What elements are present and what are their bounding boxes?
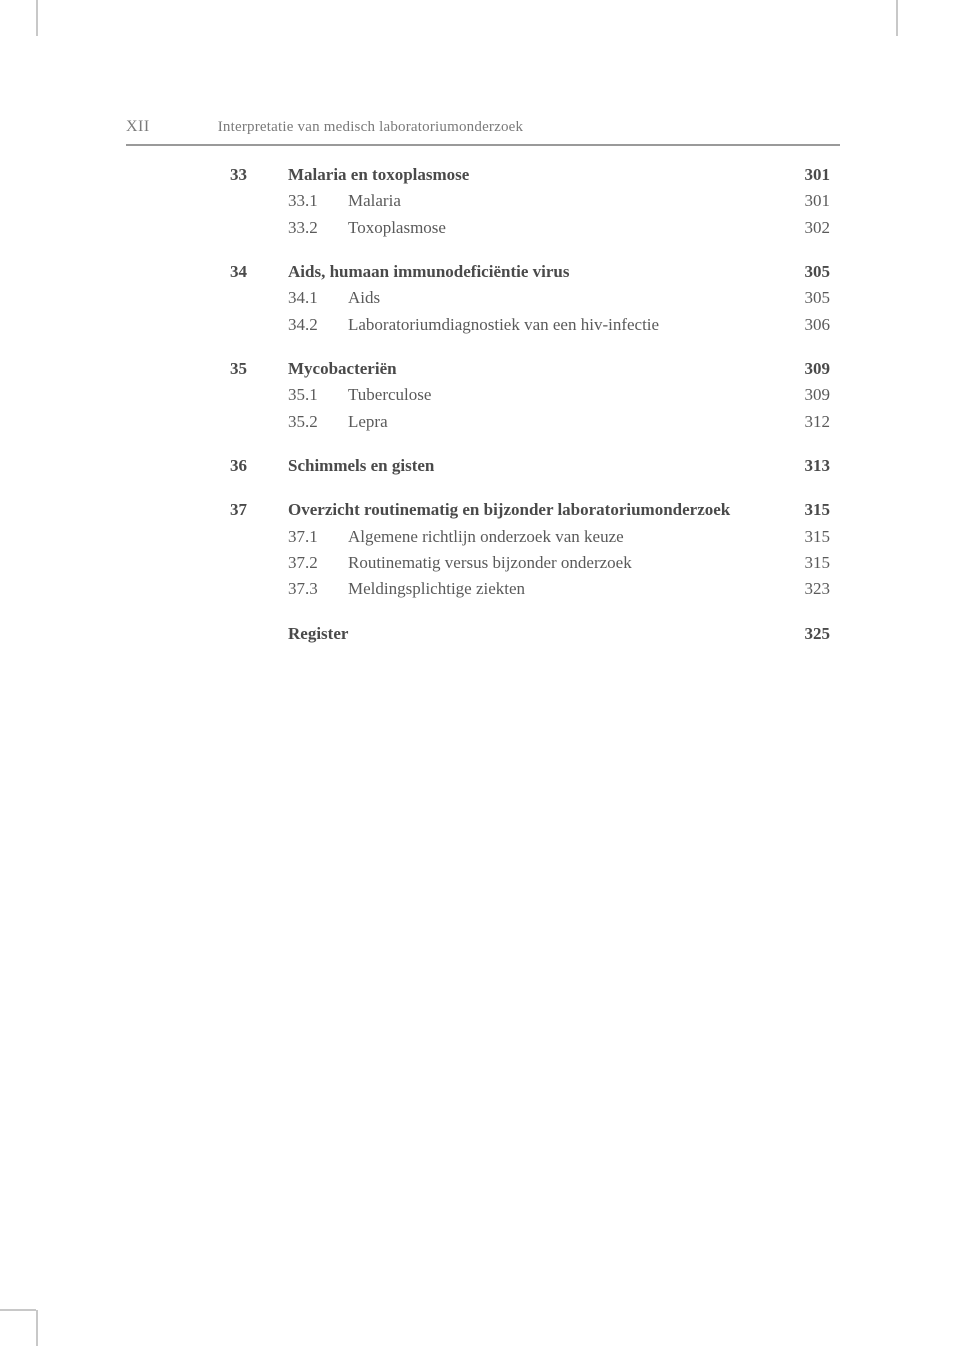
toc-page: 302 [780,215,830,241]
toc-title: Routinematig versus bijzonder onderzoek [348,550,780,576]
toc-title: Overzicht routinematig en bijzonder labo… [288,497,780,523]
toc-chapter-row: Register325 [230,621,830,647]
toc-section-number: 33.2 [288,215,348,241]
toc-page: 309 [780,382,830,408]
toc-section-row: 37.3Meldingsplichtige ziekten323 [230,576,830,602]
toc-title: Aids [348,285,780,311]
toc-page: 325 [780,621,830,647]
toc-title: Laboratoriumdiagnostiek van een hiv-infe… [348,312,780,338]
toc-section-row: 35.1Tuberculose309 [230,382,830,408]
toc-section-row: 35.2Lepra312 [230,409,830,435]
toc-chapter-row: 33Malaria en toxoplasmose301 [230,162,830,188]
toc-chapter-number: 33 [230,162,288,188]
toc-section-row: 34.2Laboratoriumdiagnostiek van een hiv-… [230,312,830,338]
toc-title: Meldingsplichtige ziekten [348,576,780,602]
page-header: XII Interpretatie van medisch laboratori… [126,118,840,146]
toc-page: 305 [780,259,830,285]
toc-chapter-row: 34Aids, humaan immunodeficiëntie virus30… [230,259,830,285]
toc-title: Toxoplasmose [348,215,780,241]
toc-chapter-number: 35 [230,356,288,382]
toc-page: 306 [780,312,830,338]
toc-title: Schimmels en gisten [288,453,780,479]
toc-chapter-number: 37 [230,497,288,523]
crop-mark [896,0,898,36]
toc-section-row: 33.1Malaria301 [230,188,830,214]
toc-page: 301 [780,188,830,214]
toc-page: 312 [780,409,830,435]
toc-section-number: 37.1 [288,524,348,550]
toc-section-number: 33.1 [288,188,348,214]
toc-page: 315 [780,524,830,550]
toc-section-number: 37.3 [288,576,348,602]
toc-page: 309 [780,356,830,382]
toc-page: 305 [780,285,830,311]
toc-section-number: 35.2 [288,409,348,435]
toc-section-row: 33.2Toxoplasmose302 [230,215,830,241]
toc-page: 313 [780,453,830,479]
crop-mark [36,0,38,36]
toc-chapter-number: 34 [230,259,288,285]
toc-section-number: 35.1 [288,382,348,408]
toc-title: Aids, humaan immunodeficiëntie virus [288,259,780,285]
crop-mark [0,1309,36,1311]
toc-chapter-row: 35Mycobacteriën309 [230,356,830,382]
toc-title: Malaria en toxoplasmose [288,162,780,188]
book-title: Interpretatie van medisch laboratoriumon… [218,119,524,136]
toc-title: Malaria [348,188,780,214]
crop-mark [36,1310,38,1346]
toc-title: Lepra [348,409,780,435]
toc-title: Algemene richtlijn onderzoek van keuze [348,524,780,550]
toc-title: Tuberculose [348,382,780,408]
toc-section-number: 37.2 [288,550,348,576]
toc-section-number: 34.1 [288,285,348,311]
toc-section-row: 37.2Routinematig versus bijzonder onderz… [230,550,830,576]
table-of-contents: 33Malaria en toxoplasmose30133.1Malaria3… [230,162,830,647]
toc-page: 301 [780,162,830,188]
toc-section-number: 34.2 [288,312,348,338]
toc-page: 315 [780,497,830,523]
toc-page: 323 [780,576,830,602]
toc-title: Mycobacteriën [288,356,780,382]
toc-chapter-number: 36 [230,453,288,479]
page-number: XII [126,118,150,136]
toc-section-row: 34.1Aids305 [230,285,830,311]
toc-chapter-row: 37Overzicht routinematig en bijzonder la… [230,497,830,523]
toc-title: Register [288,621,780,647]
toc-chapter-row: 36Schimmels en gisten313 [230,453,830,479]
toc-page: 315 [780,550,830,576]
toc-section-row: 37.1Algemene richtlijn onderzoek van keu… [230,524,830,550]
